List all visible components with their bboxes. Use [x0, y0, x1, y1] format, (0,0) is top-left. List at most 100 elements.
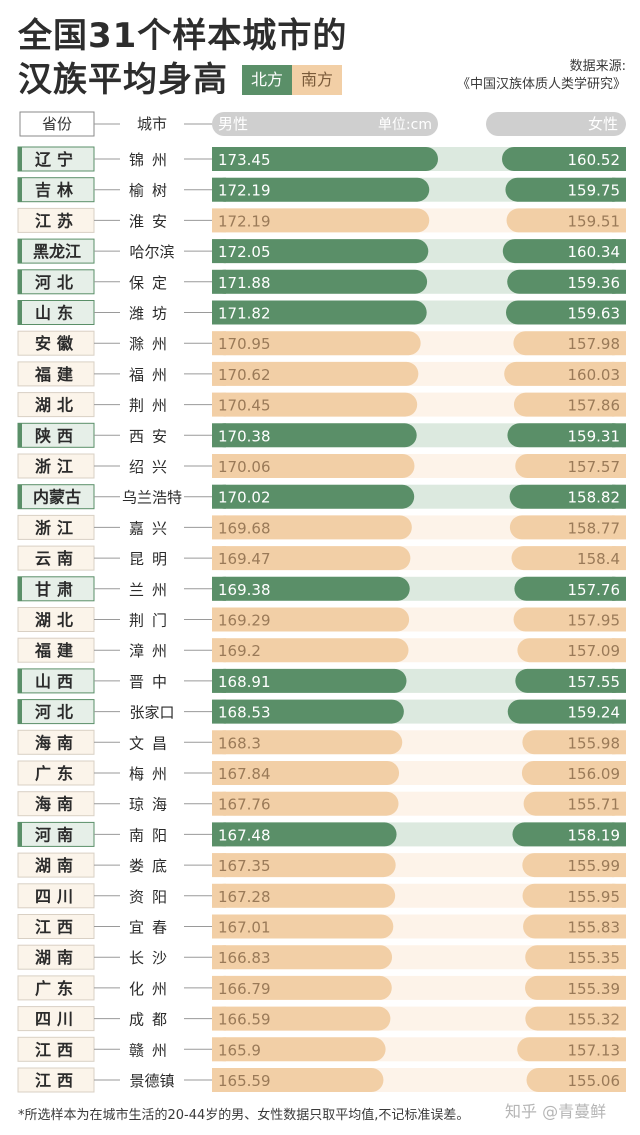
female-bar-square-end — [612, 1068, 626, 1092]
male-value: 166.79 — [218, 980, 271, 998]
male-value: 169.38 — [218, 581, 271, 599]
male-value: 169.47 — [218, 550, 271, 568]
female-bar — [513, 392, 626, 417]
province-box — [17, 729, 95, 755]
male-bar — [212, 423, 417, 448]
male-bar — [212, 331, 421, 356]
male-bar — [212, 392, 418, 417]
province-label: 湖北 — [35, 611, 79, 630]
male-bar-square-end — [212, 392, 226, 417]
male-bar — [212, 177, 430, 202]
male-bar-square-end — [212, 331, 226, 356]
city-label: 潍坊 — [129, 305, 175, 323]
province-label: 广东 — [35, 979, 79, 998]
province-label: 河南 — [35, 825, 79, 844]
province-box — [17, 484, 95, 510]
male-bar-square-end — [212, 699, 226, 724]
province-label: 湖南 — [35, 948, 79, 967]
female-value: 160.03 — [568, 366, 621, 384]
city-label: 兰州 — [129, 581, 175, 599]
female-value: 160.52 — [568, 151, 621, 169]
female-bar-square-end — [612, 177, 626, 202]
province-box — [17, 514, 95, 540]
male-bar — [212, 1068, 384, 1092]
male-value: 170.06 — [218, 458, 271, 476]
female-bar-square-end — [612, 791, 626, 816]
data-source: 数据来源: 《中国汉族体质人类学研究》 — [457, 58, 626, 94]
male-value: 166.59 — [218, 1011, 271, 1029]
female-value: 157.13 — [568, 1041, 621, 1059]
male-value: 167.01 — [218, 919, 271, 937]
male-bar-square-end — [212, 269, 226, 294]
male-bar-square-end — [212, 239, 226, 264]
province-label: 广东 — [35, 764, 79, 783]
female-bar — [515, 454, 626, 478]
city-label: 嘉兴 — [129, 519, 175, 537]
province-box — [17, 392, 95, 418]
province-label: 江苏 — [35, 211, 79, 230]
female-value: 160.34 — [568, 243, 621, 261]
male-bar — [212, 208, 430, 233]
female-bar-square-end — [612, 975, 626, 1000]
male-value: 170.62 — [218, 366, 271, 384]
male-bar-square-end — [212, 177, 226, 202]
province-marker — [18, 484, 22, 509]
province-label: 江西 — [35, 1071, 79, 1090]
province-marker — [18, 423, 22, 448]
male-bar — [212, 515, 412, 540]
province-label: 陕西 — [35, 426, 79, 445]
legend: 北方 南方 — [242, 65, 342, 95]
female-bar-square-end — [612, 239, 626, 264]
province-marker — [18, 239, 22, 264]
female-value: 159.51 — [568, 212, 621, 230]
province-marker — [18, 269, 22, 294]
male-bar — [212, 975, 392, 1000]
province-box — [17, 914, 95, 939]
city-label: 漳州 — [129, 642, 175, 660]
province-box — [17, 330, 95, 356]
male-bar — [212, 791, 399, 816]
female-bar-square-end — [612, 361, 626, 386]
male-bar-square-end — [212, 853, 226, 878]
female-bar-square-end — [612, 730, 626, 755]
male-bar-square-end — [212, 1006, 226, 1031]
province-label: 湖南 — [35, 856, 79, 875]
province-marker — [18, 576, 22, 601]
male-value: 170.02 — [218, 489, 271, 507]
female-bar — [513, 331, 626, 356]
city-label: 荆州 — [129, 397, 175, 415]
female-value: 158.82 — [568, 489, 621, 507]
female-bar-square-end — [612, 668, 626, 693]
male-value: 167.84 — [218, 765, 271, 783]
male-bar-square-end — [212, 546, 226, 571]
male-bar — [212, 638, 409, 663]
province-marker — [18, 699, 22, 724]
male-bar — [212, 668, 407, 693]
female-value: 157.98 — [568, 335, 621, 353]
province-box — [17, 760, 95, 786]
province-box — [17, 545, 95, 571]
male-bar-square-end — [212, 515, 226, 540]
province-label: 吉林 — [35, 181, 79, 200]
province-box — [17, 975, 95, 1001]
female-value: 159.31 — [568, 427, 621, 445]
female-bar-square-end — [612, 1006, 626, 1031]
female-value: 155.39 — [568, 980, 621, 998]
header-female: 女性 — [588, 115, 618, 133]
city-label: 宜春 — [129, 919, 175, 937]
province-label: 云南 — [35, 549, 79, 568]
province-box — [17, 821, 95, 847]
male-value: 167.76 — [218, 796, 271, 814]
female-bar-square-end — [612, 269, 626, 294]
province-box — [17, 207, 95, 233]
male-bar-square-end — [212, 730, 226, 755]
male-value: 167.48 — [218, 826, 271, 844]
female-bar — [514, 576, 626, 601]
female-value: 159.24 — [568, 704, 621, 722]
female-bar-square-end — [612, 454, 626, 478]
female-bar-square-end — [612, 392, 626, 417]
city-label: 资阳 — [129, 888, 175, 906]
male-bar-square-end — [212, 883, 226, 908]
male-bar — [212, 269, 428, 294]
title-line2-row: 汉族平均身高 北方 南方 — [18, 58, 347, 102]
